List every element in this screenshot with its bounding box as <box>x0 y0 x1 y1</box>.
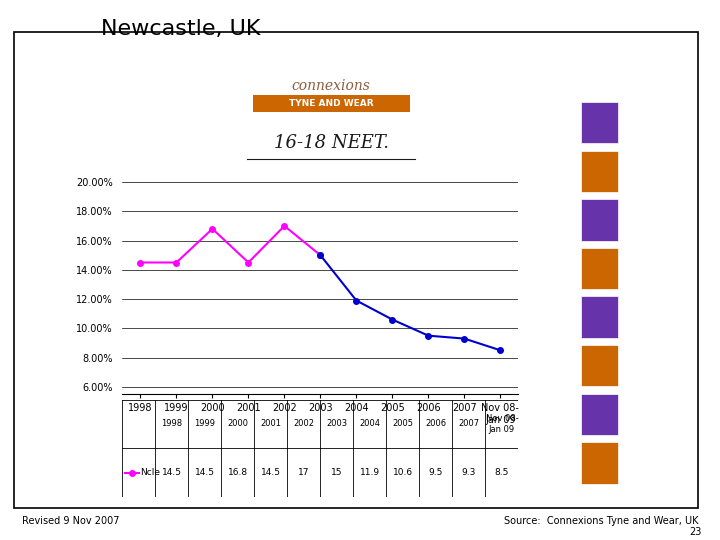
Text: Source:  Connexions Tyne and Wear, UK: Source: Connexions Tyne and Wear, UK <box>504 516 698 526</box>
Text: 14.5: 14.5 <box>261 468 281 477</box>
Text: 17: 17 <box>298 468 310 477</box>
Text: 2006: 2006 <box>426 420 446 428</box>
Text: Revised 9 Nov 2007: Revised 9 Nov 2007 <box>22 516 119 526</box>
Text: 23: 23 <box>690 527 702 537</box>
Text: 2002: 2002 <box>294 420 315 428</box>
Text: 14.5: 14.5 <box>195 468 215 477</box>
Text: 10.6: 10.6 <box>393 468 413 477</box>
Bar <box>580 296 618 338</box>
Text: 2003: 2003 <box>326 420 348 428</box>
Text: 1998: 1998 <box>161 420 182 428</box>
Text: 2007: 2007 <box>459 420 480 428</box>
Text: 14.5: 14.5 <box>162 468 182 477</box>
Text: Nov 08-
Jan 09: Nov 08- Jan 09 <box>485 414 518 434</box>
Bar <box>580 394 618 435</box>
Text: 15: 15 <box>331 468 343 477</box>
Bar <box>580 151 618 192</box>
Bar <box>580 199 618 241</box>
Text: 16.8: 16.8 <box>228 468 248 477</box>
Text: Ncle: Ncle <box>140 468 161 477</box>
Text: Newcastle, UK: Newcastle, UK <box>101 19 261 39</box>
Text: 2005: 2005 <box>392 420 413 428</box>
Text: 9.3: 9.3 <box>462 468 476 477</box>
Text: 8.5: 8.5 <box>495 468 509 477</box>
Bar <box>580 345 618 387</box>
Text: 9.5: 9.5 <box>428 468 443 477</box>
Text: 2000: 2000 <box>228 420 248 428</box>
Bar <box>580 248 618 289</box>
Text: 2001: 2001 <box>261 420 282 428</box>
Bar <box>580 102 618 144</box>
Text: 11.9: 11.9 <box>360 468 380 477</box>
Bar <box>580 442 618 484</box>
Text: 1999: 1999 <box>194 420 215 428</box>
Text: 16-18 NEET.: 16-18 NEET. <box>274 133 389 152</box>
Bar <box>253 95 410 112</box>
Text: TYNE AND WEAR: TYNE AND WEAR <box>289 99 374 108</box>
Text: 2004: 2004 <box>359 420 380 428</box>
Text: connexions: connexions <box>292 79 371 93</box>
